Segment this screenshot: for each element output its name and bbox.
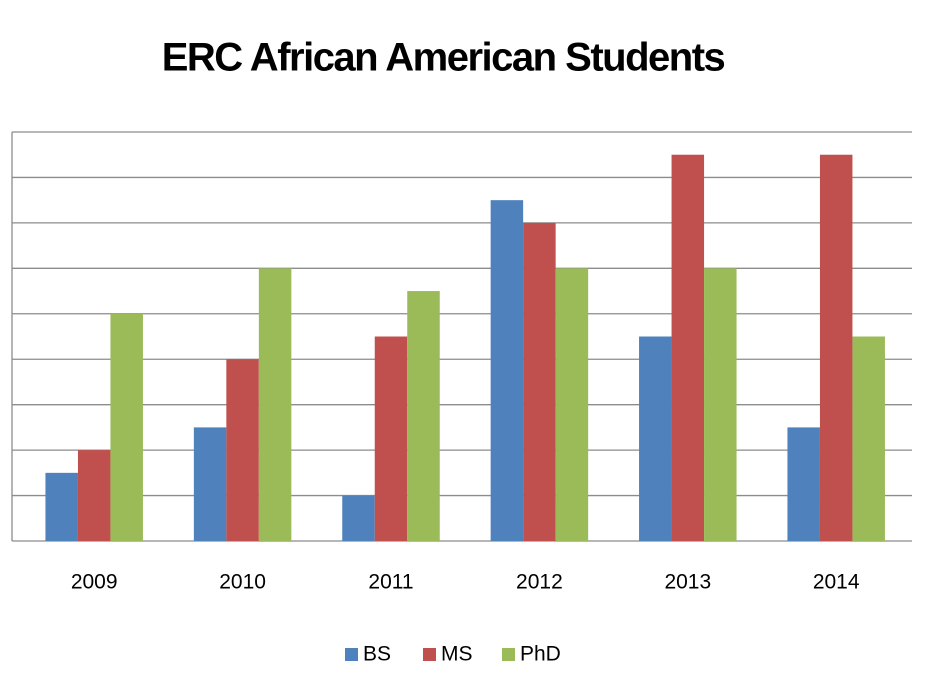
legend-swatch [423, 648, 436, 661]
bar [639, 336, 672, 541]
bar [374, 336, 408, 541]
x-tick-label: 2014 [813, 571, 860, 594]
legend-label: MS [441, 643, 473, 666]
x-tick-label: 2010 [219, 571, 266, 594]
bar [852, 336, 885, 541]
bar [407, 291, 440, 541]
bar [819, 154, 853, 541]
bar [555, 268, 589, 541]
x-tick-label: 2009 [71, 571, 118, 594]
bar [342, 495, 375, 541]
legend-swatch [345, 648, 358, 661]
bar [193, 427, 227, 541]
bar [704, 268, 737, 541]
legend-label: PhD [520, 643, 561, 666]
x-tick-label: 2012 [516, 571, 563, 594]
bar [523, 222, 556, 541]
bar [45, 472, 78, 541]
bar [490, 200, 524, 541]
bar [226, 359, 259, 541]
bar [77, 450, 111, 541]
legend-label: BS [363, 643, 391, 666]
legend-swatch [502, 648, 515, 661]
bar [110, 313, 143, 541]
bar [258, 268, 292, 541]
chart-title: ERC African American Students [162, 36, 725, 80]
x-tick-label: 2013 [664, 571, 711, 594]
x-tick-label: 2011 [368, 571, 413, 594]
bar [787, 427, 820, 541]
bar [671, 154, 705, 541]
